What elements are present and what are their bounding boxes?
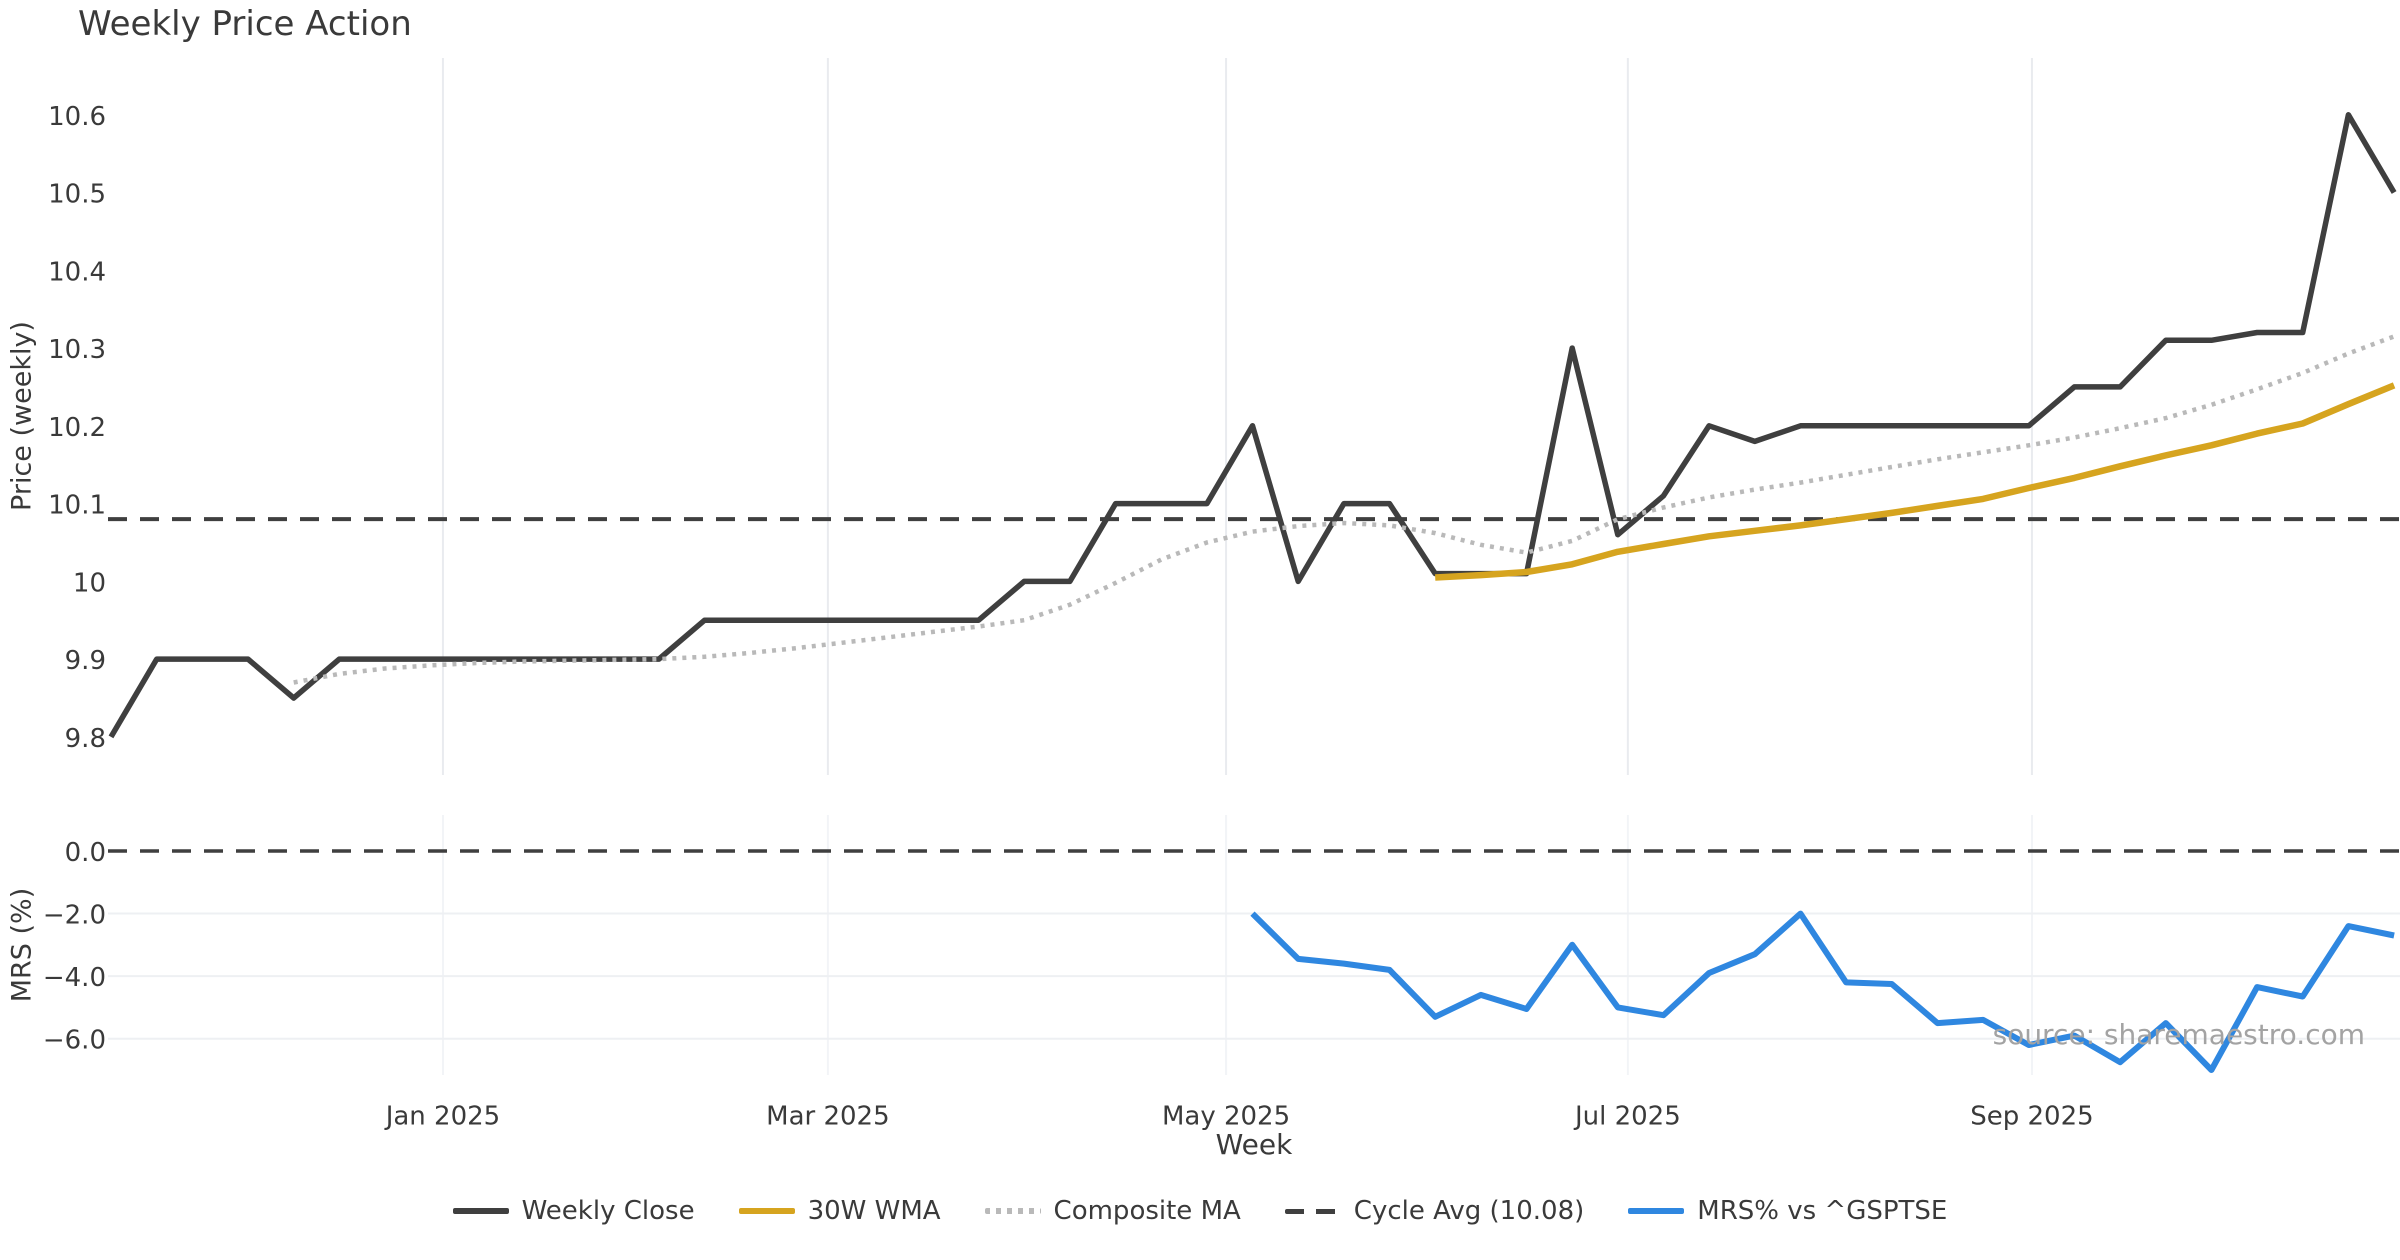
legend-item-30w-wma: 30W WMA [738, 1196, 941, 1226]
wma-line-icon [738, 1208, 795, 1214]
weekly-close-line-icon [452, 1208, 509, 1214]
mrs-line-icon [1628, 1208, 1685, 1214]
y-tick-label: 10.3 [48, 335, 106, 365]
x-tick-label: Jul 2025 [1573, 1101, 1681, 1131]
y-tick-label: 10.4 [48, 257, 106, 287]
y-tick-label: 10.1 [48, 491, 106, 521]
y-tick-label: 10 [73, 568, 106, 598]
cycle-avg-line-icon [1284, 1208, 1341, 1214]
y-tick-label: 10.6 [48, 102, 106, 132]
legend-label: Cycle Avg (10.08) [1353, 1196, 1585, 1226]
mrs-axis-label: MRS (%) [6, 887, 38, 1003]
series-weekly-close-line [108, 112, 2397, 739]
y-tick-label: 10.2 [48, 413, 106, 443]
legend-label: 30W WMA [807, 1196, 941, 1226]
y-tick-label: 9.8 [65, 724, 106, 754]
composite-ma-line-icon [984, 1208, 1041, 1214]
legend-item-composite-ma: Composite MA [984, 1196, 1241, 1226]
legend-label: Weekly Close [521, 1196, 695, 1226]
x-tick-label: May 2025 [1162, 1101, 1290, 1131]
series-mrs-vs-gsptse-line [1250, 910, 2395, 1073]
x-axis-label: Week [1215, 1128, 1293, 1161]
legend-item-mrs: MRS% vs ^GSPTSE [1628, 1196, 1947, 1226]
series-30w-wma-line [1435, 382, 2396, 581]
y-tick-label: 10.5 [48, 180, 106, 210]
legend-item-cycle-avg: Cycle Avg (10.08) [1284, 1196, 1585, 1226]
legend-item-weekly-close: Weekly Close [452, 1196, 695, 1226]
legend-label: Composite MA [1053, 1196, 1241, 1226]
y-tick-label: −2.0 [43, 901, 106, 931]
page-title: Weekly Price Action [78, 4, 412, 44]
legend: Weekly Close 30W WMA Composite MA Cycle … [0, 1196, 2400, 1226]
legend-label: MRS% vs ^GSPTSE [1697, 1196, 1948, 1226]
x-tick-label: Mar 2025 [766, 1101, 890, 1131]
x-tick-label: Sep 2025 [1970, 1101, 2093, 1131]
y-tick-label: 0.0 [65, 838, 106, 868]
y-tick-label: −6.0 [43, 1026, 106, 1056]
price-axis-label: Price (weekly) [6, 321, 38, 511]
source-watermark: source: sharemaestro.com [1992, 1018, 2365, 1051]
y-tick-label: 9.9 [65, 646, 106, 676]
series-composite-ma-line [293, 334, 2395, 685]
y-tick-label: −4.0 [43, 963, 106, 993]
x-tick-label: Jan 2025 [384, 1101, 501, 1131]
